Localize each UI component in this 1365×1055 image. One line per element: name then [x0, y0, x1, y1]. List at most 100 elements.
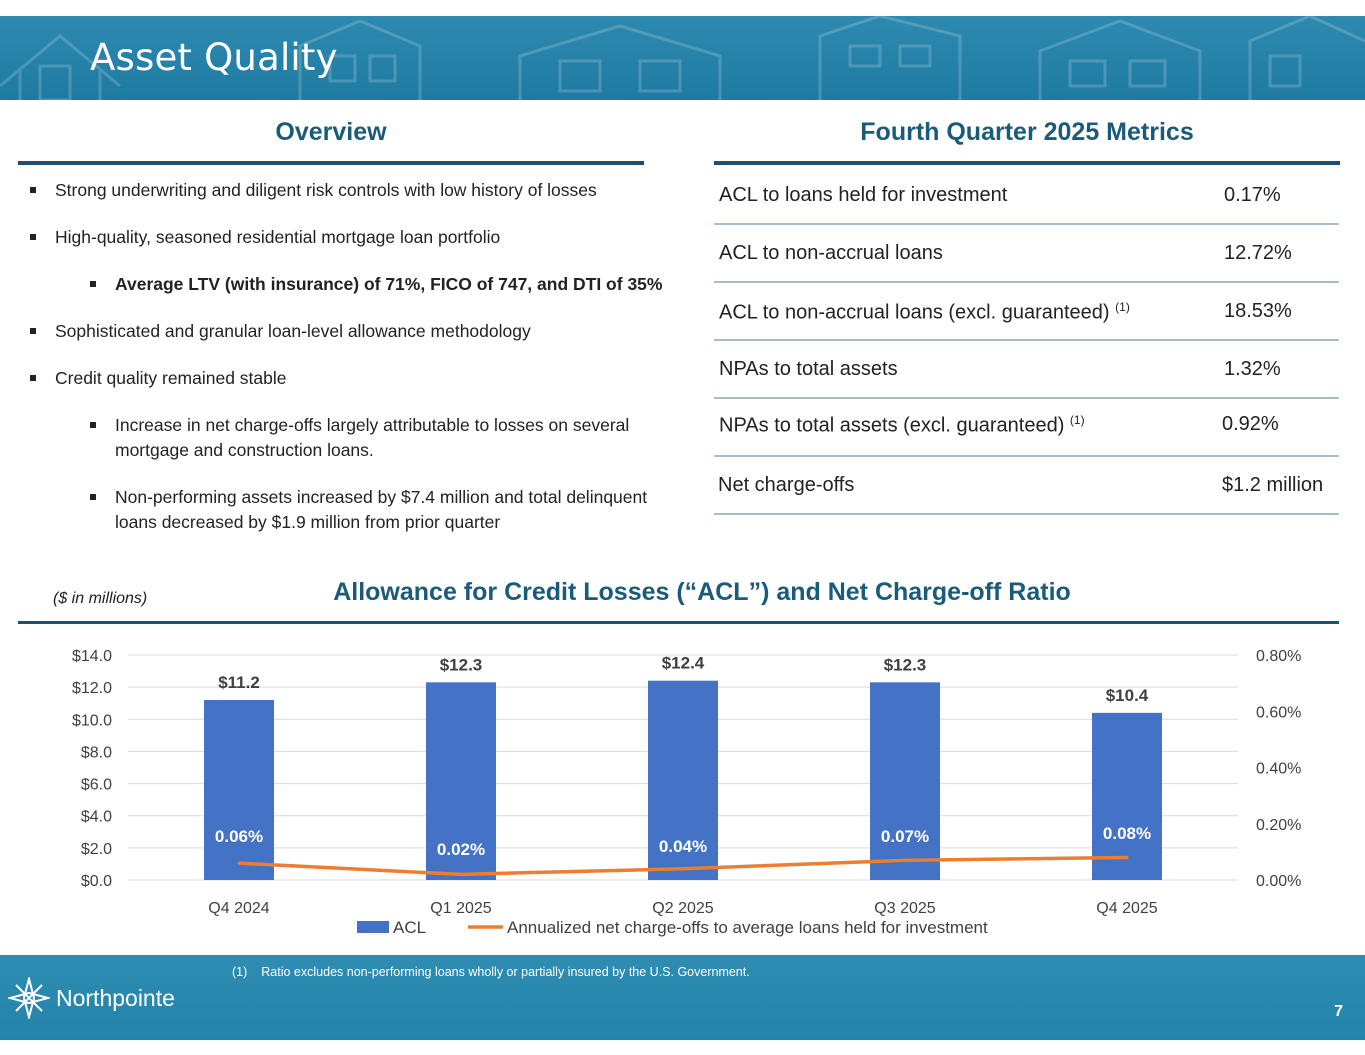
footnote: (1) Ratio excludes non-performing loans w… — [232, 965, 750, 979]
metric-value: 12.72% — [1224, 242, 1292, 264]
bar-data-label: $10.4 — [1106, 686, 1149, 705]
bullet-square-icon — [30, 234, 36, 240]
metric-label: ACL to loans held for investment — [719, 184, 1008, 206]
metric-value: 1.32% — [1224, 358, 1281, 380]
list-item: Increase in net charge-offs largely attr… — [88, 413, 675, 463]
table-row: NPAs to total assets (excl. guaranteed) … — [714, 399, 1339, 457]
bullet-square-icon — [90, 422, 96, 428]
table-row: ACL to loans held for investment 0.17% — [714, 167, 1339, 225]
list-item-text: Credit quality remained stable — [55, 368, 287, 388]
metric-value: $1.2 million — [1222, 474, 1324, 496]
x-tick-label: Q4 2025 — [1096, 900, 1157, 917]
y-left-tick-label: $2.0 — [81, 841, 112, 858]
list-item-text: Average LTV (with insurance) of 71%, FIC… — [115, 274, 663, 294]
table-row: Net charge-offs $1.2 million — [714, 457, 1339, 515]
metric-label: NPAs to total assets (excl. guaranteed) … — [719, 413, 1085, 437]
metric-label: ACL to non-accrual loans — [719, 242, 943, 264]
house-pattern-decoration — [0, 16, 1365, 100]
list-item: Credit quality remained stable — [28, 366, 688, 391]
header-banner: Asset Quality — [0, 16, 1365, 100]
logo-text: Northpointe — [56, 984, 175, 1011]
northpointe-logo: Northpointe — [8, 977, 175, 1019]
overview-divider — [18, 161, 644, 165]
line-point — [681, 867, 685, 871]
bar — [870, 682, 940, 880]
table-row: NPAs to total assets 1.32% — [714, 341, 1339, 399]
bar-data-label: $12.4 — [662, 654, 705, 673]
bullet-square-icon — [30, 375, 36, 381]
y-left-tick-label: $10.0 — [72, 712, 112, 729]
y-left-tick-label: $14.0 — [72, 648, 112, 665]
page-number: 7 — [1334, 1003, 1343, 1020]
line-point — [1125, 856, 1129, 859]
list-item: Non-performing assets increased by $7.4 … — [88, 485, 675, 535]
list-item-text: High-quality, seasoned residential mortg… — [55, 227, 501, 247]
x-tick-label: Q4 2024 — [208, 900, 269, 917]
line-point — [903, 858, 907, 862]
x-tick-label: Q2 2025 — [652, 900, 713, 917]
metric-value: 18.53% — [1224, 300, 1292, 322]
bar-data-label: $11.2 — [218, 673, 260, 692]
bullet-square-icon — [30, 328, 36, 334]
bar-data-label: $12.3 — [884, 655, 927, 674]
line-data-label: 0.08% — [1103, 824, 1151, 843]
y-right-tick-label: 0.40% — [1256, 761, 1301, 778]
page-title: Asset Quality — [90, 36, 338, 79]
y-right-tick-label: 0.00% — [1256, 873, 1301, 890]
footnote-text: Ratio excludes non-performing loans whol… — [261, 965, 750, 979]
bar — [204, 700, 274, 880]
y-right-tick-label: 0.60% — [1256, 704, 1301, 721]
footnote-marker: (1) — [1115, 300, 1130, 314]
legend-swatch-acl — [357, 921, 389, 933]
y-right-tick-label: 0.80% — [1256, 648, 1301, 665]
legend-label: ACL — [393, 918, 426, 937]
bar — [648, 680, 718, 880]
x-tick-label: Q1 2025 — [430, 900, 491, 917]
metrics-table: ACL to loans held for investment 0.17% A… — [714, 167, 1339, 515]
bullet-square-icon — [90, 494, 96, 500]
metric-value: 0.92% — [1222, 413, 1279, 435]
footnote-number: (1) — [232, 965, 248, 979]
bar — [1092, 712, 1162, 880]
list-item-text: Strong underwriting and diligent risk co… — [55, 180, 597, 200]
list-item-text: Increase in net charge-offs largely attr… — [115, 415, 630, 460]
list-item: High-quality, seasoned residential mortg… — [28, 225, 688, 250]
metrics-divider — [714, 161, 1340, 165]
line-point — [459, 872, 463, 876]
legend-label: Annualized net charge-offs to average lo… — [507, 918, 988, 937]
bullet-square-icon — [30, 187, 36, 193]
overview-bullets: Strong underwriting and diligent risk co… — [28, 178, 688, 535]
list-item: Average LTV (with insurance) of 71%, FIC… — [88, 272, 688, 297]
y-left-tick-label: $12.0 — [72, 680, 112, 697]
metric-label: ACL to non-accrual loans (excl. guarante… — [719, 300, 1130, 324]
chart-title: Allowance for Credit Losses (“ACL”) and … — [333, 578, 1071, 606]
bar-data-label: $12.3 — [440, 655, 483, 674]
compass-star-icon — [8, 977, 50, 1019]
metrics-heading: Fourth Quarter 2025 Metrics — [860, 118, 1194, 146]
line-data-label: 0.06% — [215, 827, 263, 846]
chart-divider — [18, 621, 1339, 624]
list-item-text: Non-performing assets increased by $7.4 … — [115, 487, 648, 532]
list-item: Sophisticated and granular loan-level al… — [28, 319, 688, 344]
table-row: ACL to non-accrual loans 12.72% — [714, 225, 1339, 283]
bullet-square-icon — [90, 281, 96, 287]
y-left-tick-label: $4.0 — [81, 809, 112, 826]
y-left-tick-label: $8.0 — [81, 744, 112, 761]
y-right-tick-label: 0.20% — [1256, 817, 1301, 834]
x-tick-label: Q3 2025 — [874, 900, 935, 917]
line-data-label: 0.02% — [437, 840, 485, 859]
metric-label: NPAs to total assets — [719, 358, 898, 380]
line-data-label: 0.07% — [881, 827, 929, 846]
bar — [426, 682, 496, 880]
metric-value: 0.17% — [1224, 184, 1281, 206]
y-left-tick-label: $6.0 — [81, 777, 112, 794]
table-row: ACL to non-accrual loans (excl. guarante… — [714, 283, 1339, 341]
list-item-text: Sophisticated and granular loan-level al… — [55, 321, 531, 341]
footnote-marker: (1) — [1069, 413, 1085, 427]
overview-heading: Overview — [275, 118, 387, 146]
y-left-tick-label: $0.0 — [81, 873, 112, 890]
line-data-label: 0.04% — [659, 837, 707, 856]
footer-banner: (1) Ratio excludes non-performing loans w… — [0, 955, 1365, 1040]
units-note: ($ in millions) — [53, 590, 148, 607]
list-item: Strong underwriting and diligent risk co… — [28, 178, 688, 203]
